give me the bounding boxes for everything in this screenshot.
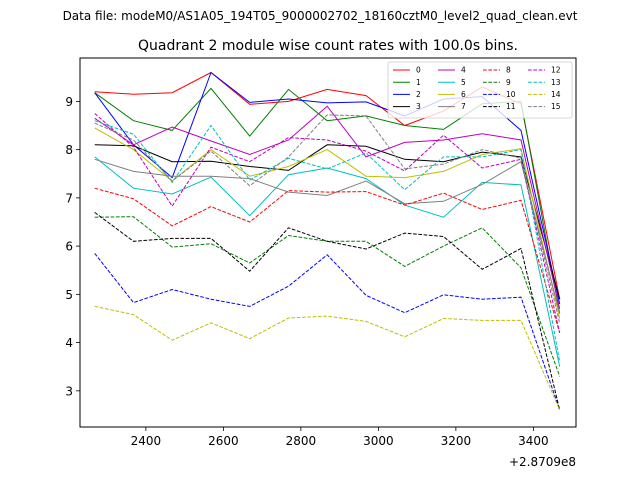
series-line-11 (94, 211, 561, 411)
x-tick-label: 3200 (441, 434, 472, 448)
axes-frame (79, 57, 577, 428)
legend-label-12: 12 (551, 66, 561, 75)
x-tick-label: 3000 (363, 434, 394, 448)
chart-suptitle: Data file: modeM0/AS1A05_194T05_90000027… (63, 9, 578, 23)
legend-label-13: 13 (551, 78, 561, 87)
legend-label-8: 8 (506, 66, 511, 75)
series-line-15 (94, 114, 561, 324)
series-line-1 (94, 87, 561, 314)
legend-label-3: 3 (416, 102, 421, 111)
y-tick-label: 4 (65, 336, 73, 350)
x-tick-label: 2600 (208, 434, 239, 448)
legend-label-7: 7 (461, 102, 466, 111)
legend-label-10: 10 (506, 90, 516, 99)
x-axis: 2400 2600 2800 3000 3200 3400 (131, 427, 549, 448)
plot-lines (94, 71, 561, 411)
y-tick-label: 9 (65, 95, 73, 109)
series-line-13 (94, 120, 561, 362)
series-line-12 (94, 113, 561, 334)
x-offset-label: +2.8709e8 (509, 455, 576, 469)
x-tick-label: 2400 (131, 434, 162, 448)
legend-label-4: 4 (461, 66, 466, 75)
y-tick-label: 3 (65, 384, 73, 398)
series-line-6 (94, 127, 561, 319)
legend-label-5: 5 (461, 78, 466, 87)
y-tick-label: 8 (65, 143, 73, 157)
y-axis: 3 4 5 6 7 8 9 (65, 95, 80, 398)
chart-title: Quadrant 2 module wise count rates with … (138, 38, 518, 54)
series-line-10 (94, 253, 561, 411)
legend-label-14: 14 (551, 90, 561, 99)
x-tick-label: 3400 (518, 434, 549, 448)
x-tick-label: 2800 (286, 434, 317, 448)
legend-label-9: 9 (506, 78, 511, 87)
legend-label-2: 2 (416, 90, 421, 99)
series-line-4 (94, 105, 561, 309)
legend-label-15: 15 (551, 102, 561, 111)
legend-label-1: 1 (416, 78, 421, 87)
legend-box (387, 61, 573, 119)
series-line-8 (94, 187, 561, 334)
series-line-3 (94, 144, 561, 300)
y-tick-label: 6 (65, 240, 73, 254)
y-tick-label: 5 (65, 288, 73, 302)
y-tick-label: 7 (65, 191, 73, 205)
legend-label-6: 6 (461, 90, 466, 99)
legend-label-0: 0 (416, 66, 421, 75)
series-line-14 (94, 305, 561, 411)
legend-label-11: 11 (506, 102, 516, 111)
series-line-7 (94, 158, 561, 314)
series-line-5 (94, 156, 561, 367)
series-line-9 (94, 216, 561, 377)
